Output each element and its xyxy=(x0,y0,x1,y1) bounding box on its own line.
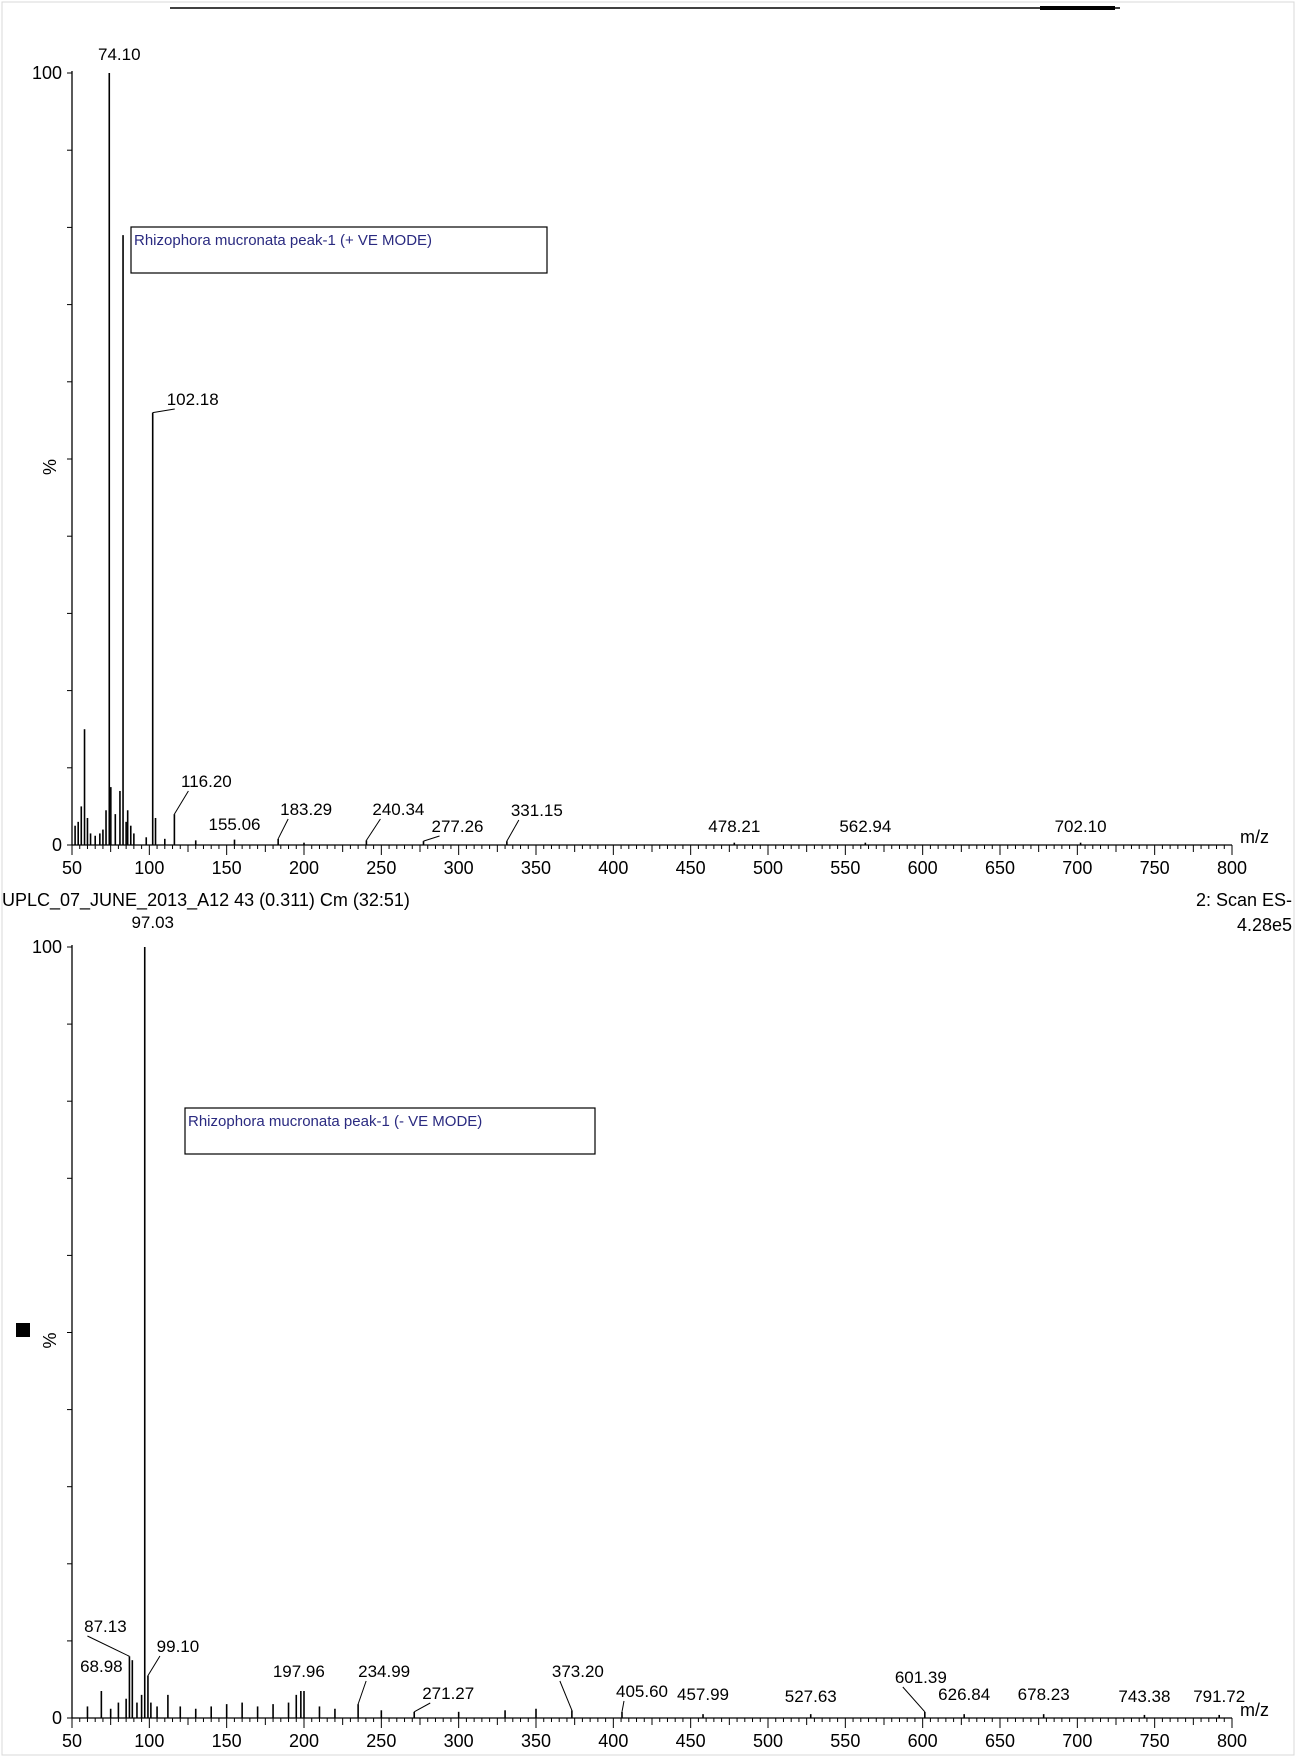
x-tick-label: 250 xyxy=(366,858,396,878)
peak-label: 68.98 xyxy=(80,1657,123,1676)
intensity-label: 4.28e5 xyxy=(1237,915,1292,935)
x-tick-label: 650 xyxy=(985,858,1015,878)
x-tick-label: 400 xyxy=(598,858,628,878)
peak-label: 331.15 xyxy=(511,801,563,820)
peak-label: 405.60 xyxy=(616,1682,668,1701)
x-tick-label: 200 xyxy=(289,1731,319,1751)
peak-label: 99.10 xyxy=(157,1637,200,1656)
x-tick-label: 550 xyxy=(830,858,860,878)
x-tick-label: 150 xyxy=(212,858,242,878)
x-axis-unit: m/z xyxy=(1240,827,1269,847)
x-tick-label: 300 xyxy=(444,1731,474,1751)
x-tick-label: 250 xyxy=(366,1731,396,1751)
peak-label: 240.34 xyxy=(372,800,424,819)
spectrum-title: Rhizophora mucronata peak-1 (+ VE MODE) xyxy=(134,232,432,249)
left-marker-square xyxy=(16,1323,30,1337)
peak-label-leader xyxy=(277,818,289,840)
peak-label: 601.39 xyxy=(895,1668,947,1687)
peak-label-leader xyxy=(173,790,189,815)
peak-label: 791.72 xyxy=(1193,1687,1245,1706)
peak-label: 678.23 xyxy=(1018,1685,1070,1704)
x-tick-label: 400 xyxy=(598,1731,628,1751)
spectrum-title: Rhizophora mucronata peak-1 (- VE MODE) xyxy=(188,1113,482,1130)
peak-label-leader xyxy=(365,818,381,841)
peak-label: 702.10 xyxy=(1055,817,1107,836)
peak-label: 155.06 xyxy=(208,815,260,834)
x-tick-label: 100 xyxy=(134,858,164,878)
x-tick-label: 500 xyxy=(753,858,783,878)
x-tick-label: 650 xyxy=(985,1731,1015,1751)
x-tick-label: 500 xyxy=(753,1731,783,1751)
y-tick-label: 100 xyxy=(32,63,62,83)
x-tick-label: 800 xyxy=(1217,858,1247,878)
y-axis-label: % xyxy=(40,1332,60,1348)
peak-label: 457.99 xyxy=(677,1685,729,1704)
y-tick-label: 100 xyxy=(32,937,62,957)
peak-label: 87.13 xyxy=(84,1617,127,1636)
x-tick-label: 800 xyxy=(1217,1731,1247,1751)
x-tick-label: 550 xyxy=(830,1731,860,1751)
negative-mode-spectrum: 0 100% 50 100 150 200 250 300 350 400 450 500 550 600… xyxy=(32,913,1269,1751)
peak-label-leader xyxy=(152,408,175,414)
x-tick-label: 100 xyxy=(134,1731,164,1751)
peak-label-leader xyxy=(621,1700,625,1712)
peak-label: 116.20 xyxy=(181,772,232,791)
peak-label-leader xyxy=(357,1680,367,1705)
x-tick-label: 350 xyxy=(521,1731,551,1751)
x-tick-label: 450 xyxy=(676,1731,706,1751)
peak-label: 102.18 xyxy=(167,390,219,409)
peak-label: 234.99 xyxy=(358,1662,410,1681)
peak-label: 743.38 xyxy=(1118,1687,1170,1706)
peak-label-leader xyxy=(559,1680,573,1711)
peak-label-leader xyxy=(147,1655,161,1676)
peak-label-leader xyxy=(506,819,520,842)
peak-label: 197.96 xyxy=(273,1662,325,1681)
peak-label-leader xyxy=(413,1702,431,1713)
x-tick-label: 300 xyxy=(444,858,474,878)
peak-label-leader xyxy=(87,1635,130,1657)
x-tick-label: 700 xyxy=(1062,1731,1092,1751)
peak-label: 478.21 xyxy=(708,817,760,836)
peak-label: 97.03 xyxy=(131,913,174,932)
peak-label-leader xyxy=(902,1686,926,1713)
peak-label: 562.94 xyxy=(839,817,891,836)
peak-label: 527.63 xyxy=(785,1687,837,1706)
x-tick-label: 350 xyxy=(521,858,551,878)
x-tick-label: 750 xyxy=(1140,1731,1170,1751)
scan-mode-label: 2: Scan ES- xyxy=(1196,890,1292,910)
positive-mode-spectrum: 0 100% 50 100 150 200 250 300 350 400 450 500 550 600… xyxy=(32,45,1269,878)
peak-label: 74.10 xyxy=(98,45,141,64)
spectrum-title-box xyxy=(130,226,548,274)
y-tick-label: 0 xyxy=(52,835,62,855)
peak-label-leader xyxy=(423,835,440,842)
x-tick-label: 750 xyxy=(1140,858,1170,878)
run-id-label: UPLC_07_JUNE_2013_A12 43 (0.311) Cm (32:… xyxy=(2,890,410,911)
x-axis-unit: m/z xyxy=(1240,1700,1269,1720)
y-tick-label: 0 xyxy=(52,1708,62,1728)
peak-label: 626.84 xyxy=(938,1685,990,1704)
peak-label: 277.26 xyxy=(431,817,483,836)
peak-label: 373.20 xyxy=(552,1662,604,1681)
peak-label: 183.29 xyxy=(280,800,332,819)
spectrum-title-box xyxy=(184,1107,596,1155)
x-tick-label: 50 xyxy=(62,1731,82,1751)
x-tick-label: 150 xyxy=(212,1731,242,1751)
x-tick-label: 600 xyxy=(908,1731,938,1751)
x-tick-label: 200 xyxy=(289,858,319,878)
x-tick-label: 450 xyxy=(676,858,706,878)
x-tick-label: 50 xyxy=(62,858,82,878)
peak-label: 271.27 xyxy=(422,1684,474,1703)
x-tick-label: 600 xyxy=(908,858,938,878)
x-tick-label: 700 xyxy=(1062,858,1092,878)
y-axis-label: % xyxy=(40,459,60,475)
